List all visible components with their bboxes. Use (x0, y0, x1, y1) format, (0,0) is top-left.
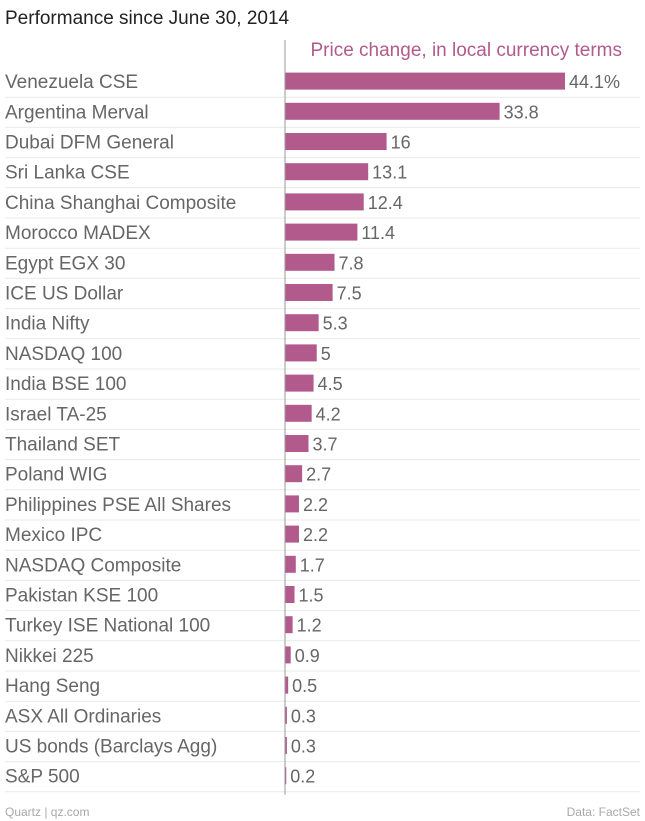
value-label: 44.1% (569, 72, 620, 92)
gridlines (5, 96, 640, 793)
category-label: ASX All Ordinaries (5, 706, 161, 727)
value-label: 33.8 (504, 102, 539, 122)
footer-source-left: Quartz | qz.com (5, 805, 89, 819)
category-label: Poland WIG (5, 465, 107, 486)
value-label: 12.4 (368, 193, 403, 213)
value-label: 5.3 (323, 314, 348, 334)
value-label: 5 (321, 344, 331, 364)
category-label: Sri Lanka CSE (5, 163, 130, 184)
category-label: Turkey ISE National 100 (5, 616, 210, 637)
category-label: Venezuela CSE (5, 72, 138, 93)
bar (285, 495, 299, 513)
value-label: 0.3 (291, 706, 316, 726)
value-label: 1.5 (299, 586, 324, 606)
value-label: 7.5 (337, 284, 362, 304)
category-label: Philippines PSE All Shares (5, 495, 231, 516)
bar (285, 555, 296, 573)
bar (285, 525, 299, 543)
bar (285, 676, 289, 694)
category-label: Egypt EGX 30 (5, 253, 125, 274)
bar (285, 586, 295, 603)
value-label: 3.7 (312, 435, 337, 455)
category-label: Dubai DFM General (5, 133, 174, 154)
category-label: S&P 500 (5, 767, 80, 788)
value-label: 16 (391, 133, 411, 153)
category-label: India BSE 100 (5, 374, 126, 395)
value-label: 2.2 (303, 495, 328, 515)
category-label: NASDAQ 100 (5, 344, 122, 365)
category-label: Nikkei 225 (5, 646, 94, 667)
bar (285, 767, 287, 785)
bar (285, 374, 314, 392)
bar (285, 314, 319, 332)
value-label: 0.2 (290, 767, 315, 787)
value-label: 4.5 (318, 374, 343, 394)
bar (285, 344, 317, 362)
value-label: 11.4 (361, 223, 395, 243)
bar (285, 223, 358, 241)
bar (285, 72, 565, 90)
category-label: ICE US Dollar (5, 284, 124, 305)
bar (285, 284, 333, 301)
bar (285, 102, 500, 120)
bar (285, 737, 287, 754)
value-label: 0.9 (295, 646, 320, 666)
category-label: Mexico IPC (5, 525, 102, 546)
series-title: Price change, in local currency terms (310, 40, 622, 61)
category-label: Argentina Merval (5, 102, 149, 123)
value-label: 1.2 (297, 616, 322, 636)
bar (285, 253, 335, 271)
category-labels: Venezuela CSE Argentina Merval Dubai DFM G… (5, 72, 236, 788)
bar (285, 435, 309, 452)
category-label: Israel TA-25 (5, 404, 107, 425)
bar (285, 616, 293, 634)
value-label: 4.2 (316, 404, 341, 424)
value-labels: 44.1% 33.8 16 13.1 12.4 11.4 7.8 7.5 5.3 5 4.5 4.2 3… (290, 72, 620, 787)
bar (285, 163, 369, 181)
value-label: 1.7 (300, 555, 325, 575)
category-label: India Nifty (5, 314, 90, 335)
bar (285, 404, 312, 422)
category-label: Hang Seng (5, 676, 100, 697)
footer-source-right: Data: FactSet (567, 805, 641, 819)
bar (285, 706, 287, 724)
bar (285, 465, 303, 483)
bars (285, 72, 565, 785)
bar (285, 133, 387, 150)
value-label: 0.5 (292, 676, 317, 696)
value-label: 2.7 (306, 465, 331, 485)
category-label: China Shanghai Composite (5, 193, 236, 214)
chart-title: Performance since June 30, 2014 (5, 8, 290, 29)
category-label: Thailand SET (5, 435, 121, 456)
value-label: 13.1 (372, 163, 407, 183)
category-label: Pakistan KSE 100 (5, 586, 158, 607)
category-label: US bonds (Barclays Agg) (5, 737, 217, 758)
category-label: NASDAQ Composite (5, 555, 181, 576)
value-label: 0.3 (291, 737, 316, 757)
category-label: Morocco MADEX (5, 223, 151, 244)
value-label: 7.8 (339, 253, 364, 273)
bar (285, 646, 291, 664)
value-label: 2.2 (303, 525, 328, 545)
bar (285, 193, 364, 211)
